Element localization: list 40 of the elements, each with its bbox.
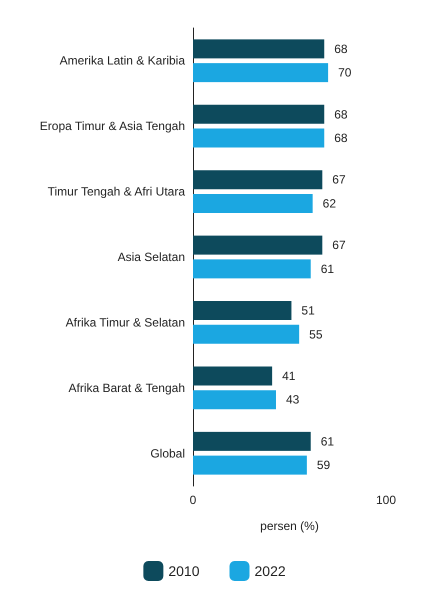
x-axis-title: persen (%) — [260, 519, 319, 533]
y-tick-label: Global — [150, 446, 185, 460]
data-label: 61 — [320, 262, 334, 276]
x-tick-label: 100 — [376, 493, 396, 507]
data-label: 68 — [334, 131, 348, 146]
data-label: 43 — [286, 392, 300, 407]
x-tick-label: 0 — [190, 493, 197, 507]
data-label: 59 — [316, 458, 331, 472]
y-tick-label: Timur Tengah & Afri Utara — [48, 184, 186, 199]
bar — [193, 236, 322, 255]
bar — [193, 432, 311, 451]
data-label: 68 — [334, 42, 348, 56]
data-label: 51 — [301, 304, 316, 318]
bar — [193, 39, 324, 58]
bar — [193, 259, 311, 278]
bar — [193, 301, 292, 320]
bar — [193, 63, 328, 82]
y-tick-label: Amerika Latin & Karibia — [60, 54, 186, 68]
data-label: 67 — [332, 172, 346, 187]
data-label: 68 — [334, 107, 348, 122]
bar — [193, 194, 313, 213]
y-tick-label: Eropa Timur & Asia Tengah — [40, 119, 185, 134]
bar — [193, 390, 276, 410]
bar — [193, 128, 324, 148]
bar — [193, 324, 300, 344]
data-label: 70 — [338, 66, 352, 80]
data-label: 61 — [320, 434, 334, 448]
bar — [193, 456, 307, 475]
data-label: 55 — [309, 327, 323, 342]
y-tick-label: Afrika Barat & Tengah — [68, 380, 185, 395]
data-label: 41 — [282, 368, 296, 383]
legend-label: 2022 — [254, 563, 286, 579]
bar — [193, 170, 322, 190]
bar — [193, 366, 272, 386]
y-tick-label: Afrika Timur & Selatan — [66, 315, 185, 330]
legend-label: 2010 — [168, 563, 200, 579]
data-label: 67 — [332, 238, 346, 252]
bar — [193, 104, 324, 124]
y-tick-label: Asia Selatan — [118, 250, 185, 264]
data-label: 62 — [322, 196, 336, 210]
